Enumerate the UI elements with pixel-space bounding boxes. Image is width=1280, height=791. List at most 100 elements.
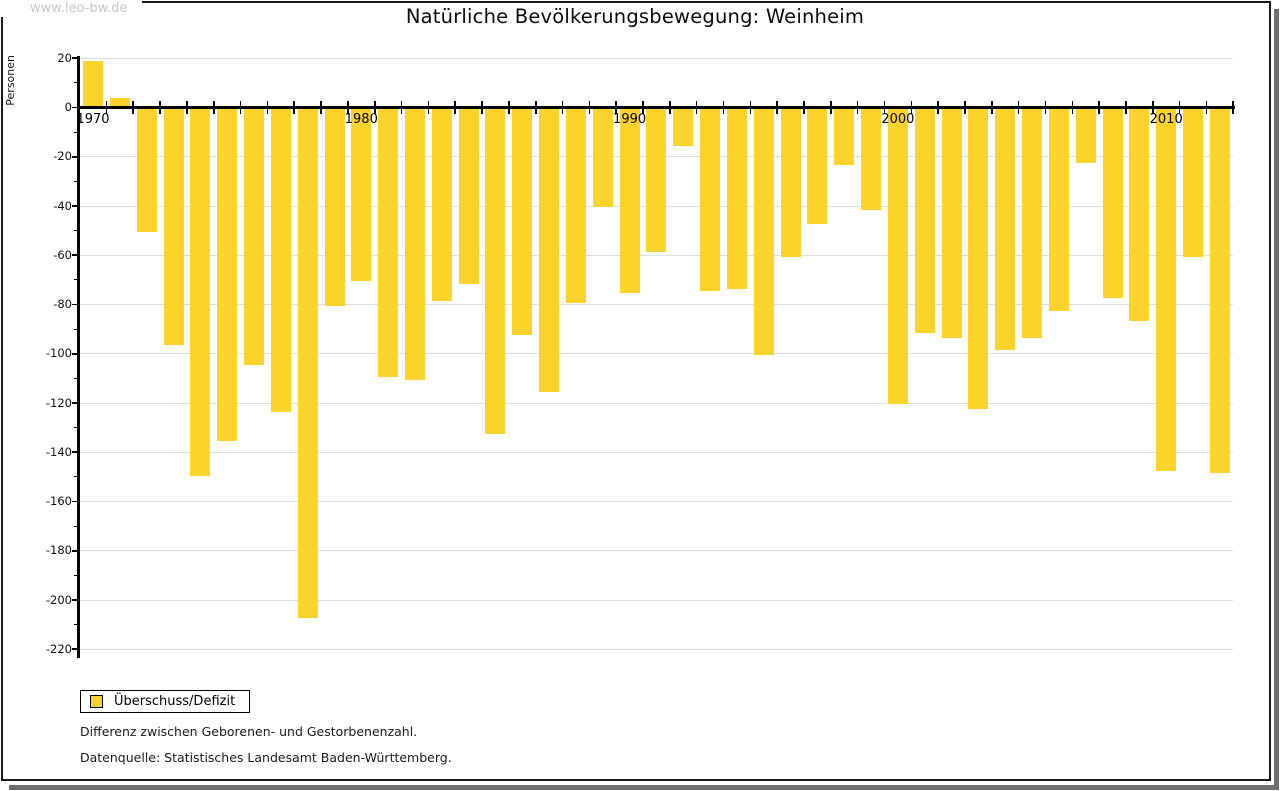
bar [458, 108, 479, 284]
bar [941, 108, 962, 338]
gridline [77, 304, 1233, 305]
x-decade-label: 2000 [881, 111, 915, 127]
x-decade-label: 1990 [613, 111, 647, 127]
gridline [77, 550, 1233, 552]
y-axis-major-tick [71, 57, 77, 60]
bar [244, 108, 264, 365]
y-axis-minor-tick [73, 230, 77, 232]
y-axis-minor-tick [73, 377, 77, 379]
bar [297, 108, 318, 619]
y-axis-minor-tick [73, 82, 77, 84]
bar [565, 108, 586, 304]
watermark-text: www.leo-bw.de [0, 0, 142, 17]
y-tick-label: 0 [64, 100, 72, 114]
gridline [77, 402, 1233, 404]
bar [914, 108, 935, 333]
bar [136, 108, 157, 232]
y-axis-minor-tick [73, 525, 77, 527]
y-tick-label: -140 [45, 444, 72, 459]
y-axis-major-tick [71, 451, 77, 454]
legend-color-swatch [90, 695, 103, 708]
y-tick-label: -200 [45, 592, 72, 607]
bar [1209, 108, 1230, 474]
y-tick-label: -80 [53, 297, 72, 311]
y-axis-major-tick [71, 106, 77, 109]
bar [1156, 108, 1177, 471]
y-axis-major-tick [71, 254, 77, 257]
bar [780, 108, 801, 257]
bar [270, 108, 291, 412]
y-axis-major-tick [71, 303, 77, 306]
bar [619, 108, 640, 294]
bar [968, 108, 989, 410]
gridline [77, 648, 1233, 650]
gridline [77, 451, 1233, 453]
gridline [77, 57, 1233, 59]
y-axis-minor-tick [73, 427, 77, 429]
bar [83, 60, 103, 108]
y-axis-line [77, 56, 80, 658]
window-shadow-right [1274, 9, 1279, 789]
bar [861, 108, 882, 210]
gridline [77, 353, 1233, 355]
y-axis-major-tick [71, 155, 77, 158]
bar [995, 108, 1016, 351]
bar [1075, 108, 1096, 163]
bar [512, 108, 533, 336]
y-tick-label: -100 [45, 346, 72, 361]
bar [324, 108, 345, 306]
y-axis-major-tick [71, 352, 77, 355]
gridline [77, 501, 1233, 502]
window-shadow-bottom [9, 785, 1279, 790]
y-tick-label: -60 [53, 247, 72, 262]
y-axis-major-tick [71, 648, 77, 651]
y-axis-minor-tick [73, 328, 77, 330]
bar [726, 108, 747, 289]
y-axis-minor-tick [73, 131, 77, 133]
footnote-difference: Differenz zwischen Geborenen- und Gestor… [80, 724, 418, 739]
x-decade-label: 1970 [76, 111, 110, 127]
bar [190, 108, 211, 476]
bar [1102, 108, 1123, 299]
x-decade-label: 1980 [344, 111, 378, 127]
chart-title: Natürliche Bevölkerungsbewegung: Weinhei… [405, 5, 865, 28]
y-axis-minor-tick [73, 279, 77, 281]
footnote-datasource: Datenquelle: Statistisches Landesamt Bad… [80, 750, 452, 765]
y-axis-minor-tick [73, 180, 77, 182]
y-axis-major-tick [71, 500, 77, 503]
y-axis-major-tick [71, 549, 77, 552]
y-axis-minor-tick [73, 476, 77, 478]
bar [1183, 108, 1203, 257]
x-axis-line [77, 106, 1235, 109]
bar [887, 108, 908, 405]
y-tick-label: -180 [45, 543, 72, 558]
y-tick-label: 20 [57, 50, 72, 65]
bar [1129, 108, 1150, 321]
y-tick-label: -120 [45, 395, 72, 410]
y-axis-minor-tick [73, 624, 77, 626]
bar [1048, 108, 1069, 311]
bar [109, 97, 130, 108]
y-tick-label: -20 [53, 149, 72, 164]
gridline [77, 254, 1233, 256]
bar [700, 108, 721, 291]
y-axis-major-tick [71, 205, 77, 207]
bar [592, 108, 613, 208]
legend-label: Überschuss/Defizit [114, 694, 236, 709]
x-decade-label: 2010 [1149, 111, 1183, 127]
bar [405, 108, 425, 380]
bar [378, 108, 399, 378]
y-axis-minor-tick [73, 574, 77, 576]
bar [1022, 108, 1042, 338]
y-tick-label: -220 [45, 641, 72, 656]
y-axis-major-tick [71, 402, 77, 404]
bar [351, 108, 372, 282]
bar [539, 108, 560, 392]
legend-box: Überschuss/Defizit [80, 690, 251, 713]
bar [834, 108, 855, 166]
bar [807, 108, 828, 225]
gridline [77, 599, 1233, 601]
bar [485, 108, 506, 434]
bar [753, 108, 774, 356]
